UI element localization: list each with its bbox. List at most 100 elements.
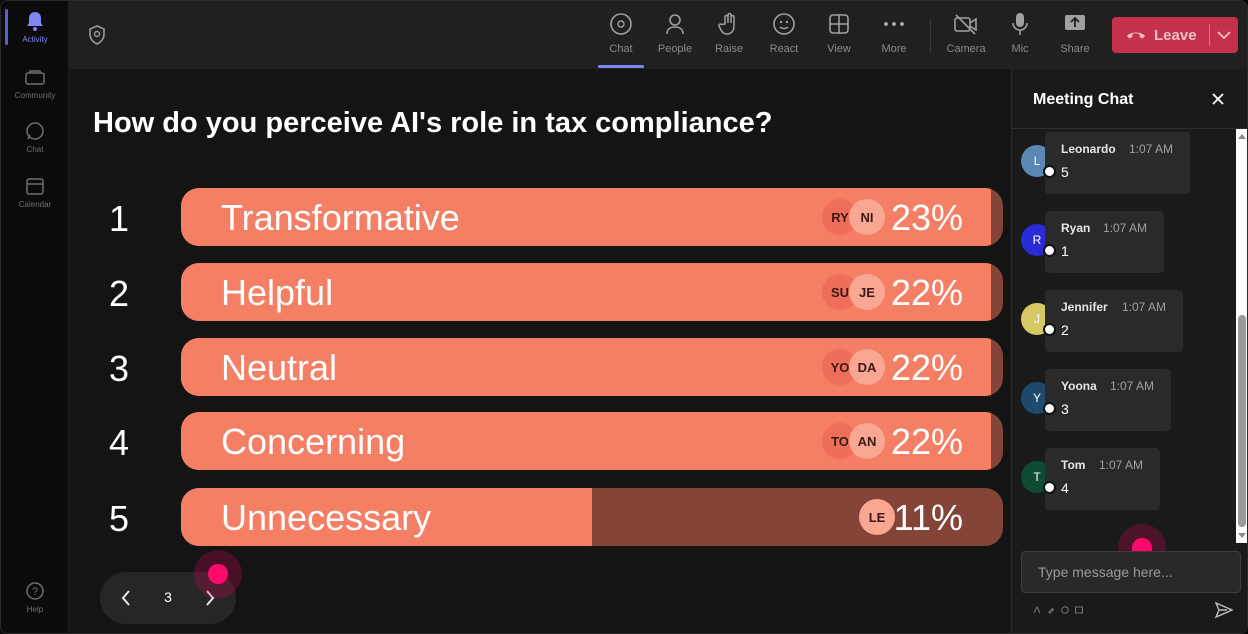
send-icon[interactable] xyxy=(1214,601,1234,619)
format-icon[interactable] xyxy=(1032,605,1041,614)
chat-icon xyxy=(608,11,634,37)
chevron-left-icon[interactable] xyxy=(114,586,138,610)
avatar-initial: L xyxy=(1033,154,1041,168)
community-icon xyxy=(25,67,45,87)
rail-label: Help xyxy=(26,605,44,614)
option-number: 1 xyxy=(108,198,130,239)
share-label: Share xyxy=(1060,43,1090,55)
svg-text:?: ? xyxy=(32,586,38,598)
bell-icon xyxy=(25,11,45,31)
sender-name: Tom xyxy=(1061,458,1086,472)
voter-avatar: AN xyxy=(849,423,885,459)
leave-button[interactable]: Leave xyxy=(1112,17,1238,53)
help-icon: ? xyxy=(25,581,45,601)
emoji-icon[interactable] xyxy=(1060,605,1069,614)
option-number: 2 xyxy=(108,273,130,314)
voter-avatar: NI xyxy=(849,199,885,235)
raise-hand-button[interactable]: Raise xyxy=(704,11,754,63)
meeting-toolbar: Chat People Raise React View xyxy=(69,1,1247,69)
sender-name: Jennifer xyxy=(1061,300,1108,314)
rail-item-calendar[interactable]: Calendar xyxy=(1,166,69,216)
rail-label: Activity xyxy=(22,35,48,44)
option-percent: 23% xyxy=(890,197,963,238)
scroll-down-arrow-icon[interactable] xyxy=(1238,531,1246,539)
toolbar-divider xyxy=(930,19,931,53)
more-button[interactable]: More xyxy=(869,11,919,63)
people-icon xyxy=(662,11,688,37)
chat-title: Meeting Chat xyxy=(1033,91,1134,108)
left-rail: Activity Community Chat Calendar ? Help xyxy=(1,1,69,633)
option-bar: Transformative RY NI 23% xyxy=(181,188,1003,246)
message-time: 1:07 AM xyxy=(1110,379,1155,393)
poll-option-row: 4 Concerning TO AN 22% xyxy=(69,412,1011,470)
scrollbar-thumb[interactable] xyxy=(1238,315,1246,527)
message-text: 3 xyxy=(1061,401,1069,417)
message-time: 1:07 AM xyxy=(1129,142,1174,156)
mic-label: Mic xyxy=(1011,43,1029,55)
message-bubble: Jennifer 1:07 AM 2 xyxy=(1045,290,1183,352)
react-button[interactable]: React xyxy=(759,11,809,63)
avatar-initial: J xyxy=(1034,312,1040,326)
hand-icon xyxy=(716,11,742,37)
presence-status-icon xyxy=(1043,481,1056,494)
calendar-icon xyxy=(25,176,45,196)
poll-option-row: 2 Helpful SU JE 22% xyxy=(69,263,1011,321)
chat-scrollbar[interactable] xyxy=(1236,129,1247,543)
share-screen-icon xyxy=(1062,11,1088,37)
presence-status-icon xyxy=(1043,323,1056,336)
message-bubble: Yoona 1:07 AM 3 xyxy=(1045,369,1171,431)
chat-button[interactable]: Chat xyxy=(596,11,646,68)
camera-button[interactable]: Camera xyxy=(941,11,991,63)
rail-label: Community xyxy=(14,91,56,100)
option-label: Concerning xyxy=(221,421,406,462)
rail-item-chat[interactable]: Chat xyxy=(1,111,69,161)
scroll-up-arrow-icon[interactable] xyxy=(1238,133,1246,141)
presence-status-icon xyxy=(1043,244,1056,257)
attach-icon[interactable] xyxy=(1046,605,1055,614)
rail-label: Calendar xyxy=(18,200,52,209)
option-bar: Concerning TO AN 22% xyxy=(181,412,1003,470)
voter-avatar: LE xyxy=(859,499,895,535)
raise-label: Raise xyxy=(714,43,744,55)
leave-divider xyxy=(1209,24,1210,46)
avatar-initial: R xyxy=(1032,233,1042,247)
rail-item-community[interactable]: Community xyxy=(1,57,69,107)
shield-icon[interactable] xyxy=(88,25,108,45)
camera-off-icon xyxy=(953,11,979,37)
chevron-down-icon[interactable] xyxy=(1215,25,1233,45)
message-compose-box[interactable] xyxy=(1021,551,1241,593)
poll-question: How do you perceive AI's role in tax com… xyxy=(93,107,773,139)
message-time: 1:07 AM xyxy=(1103,221,1148,235)
message-text: 2 xyxy=(1061,322,1069,338)
option-bar: Neutral YO DA 22% xyxy=(181,338,1003,396)
rail-item-help[interactable]: ? Help xyxy=(1,571,69,621)
people-button[interactable]: People xyxy=(650,11,700,63)
option-label: Unnecessary xyxy=(221,497,432,538)
mic-button[interactable]: Mic xyxy=(995,11,1045,63)
poll-results: How do you perceive AI's role in tax com… xyxy=(69,69,1011,633)
react-label: React xyxy=(769,43,799,55)
people-label: People xyxy=(657,43,693,55)
option-percent: 22% xyxy=(890,421,963,462)
poll-option-row: 5 Unnecessary LE 11% xyxy=(69,488,1011,546)
page-number: 3 xyxy=(164,589,172,605)
option-label: Neutral xyxy=(221,347,338,388)
message-text: 5 xyxy=(1061,164,1069,180)
chat-message: T Tom 1:07 AM 4 xyxy=(1012,448,1232,514)
option-label: Helpful xyxy=(221,272,334,313)
share-button[interactable]: Share xyxy=(1050,11,1100,63)
camera-label: Camera xyxy=(946,43,986,55)
meeting-chat-panel: Meeting Chat L Leonardo 1:07 AM 5 R Ryan… xyxy=(1011,69,1247,633)
gif-icon[interactable] xyxy=(1074,605,1083,614)
view-button[interactable]: View xyxy=(814,11,864,63)
close-icon[interactable] xyxy=(1209,90,1227,108)
avatar-initial: T xyxy=(1033,470,1041,484)
chevron-right-icon[interactable] xyxy=(198,586,222,610)
rail-item-activity[interactable]: Activity xyxy=(1,1,69,51)
message-bubble: Tom 1:07 AM 4 xyxy=(1045,448,1160,510)
voter-avatar: JE xyxy=(849,274,885,310)
chat-label: Chat xyxy=(609,43,633,55)
chat-icon xyxy=(25,121,45,141)
option-number: 5 xyxy=(108,498,130,539)
message-input[interactable] xyxy=(1022,552,1240,592)
